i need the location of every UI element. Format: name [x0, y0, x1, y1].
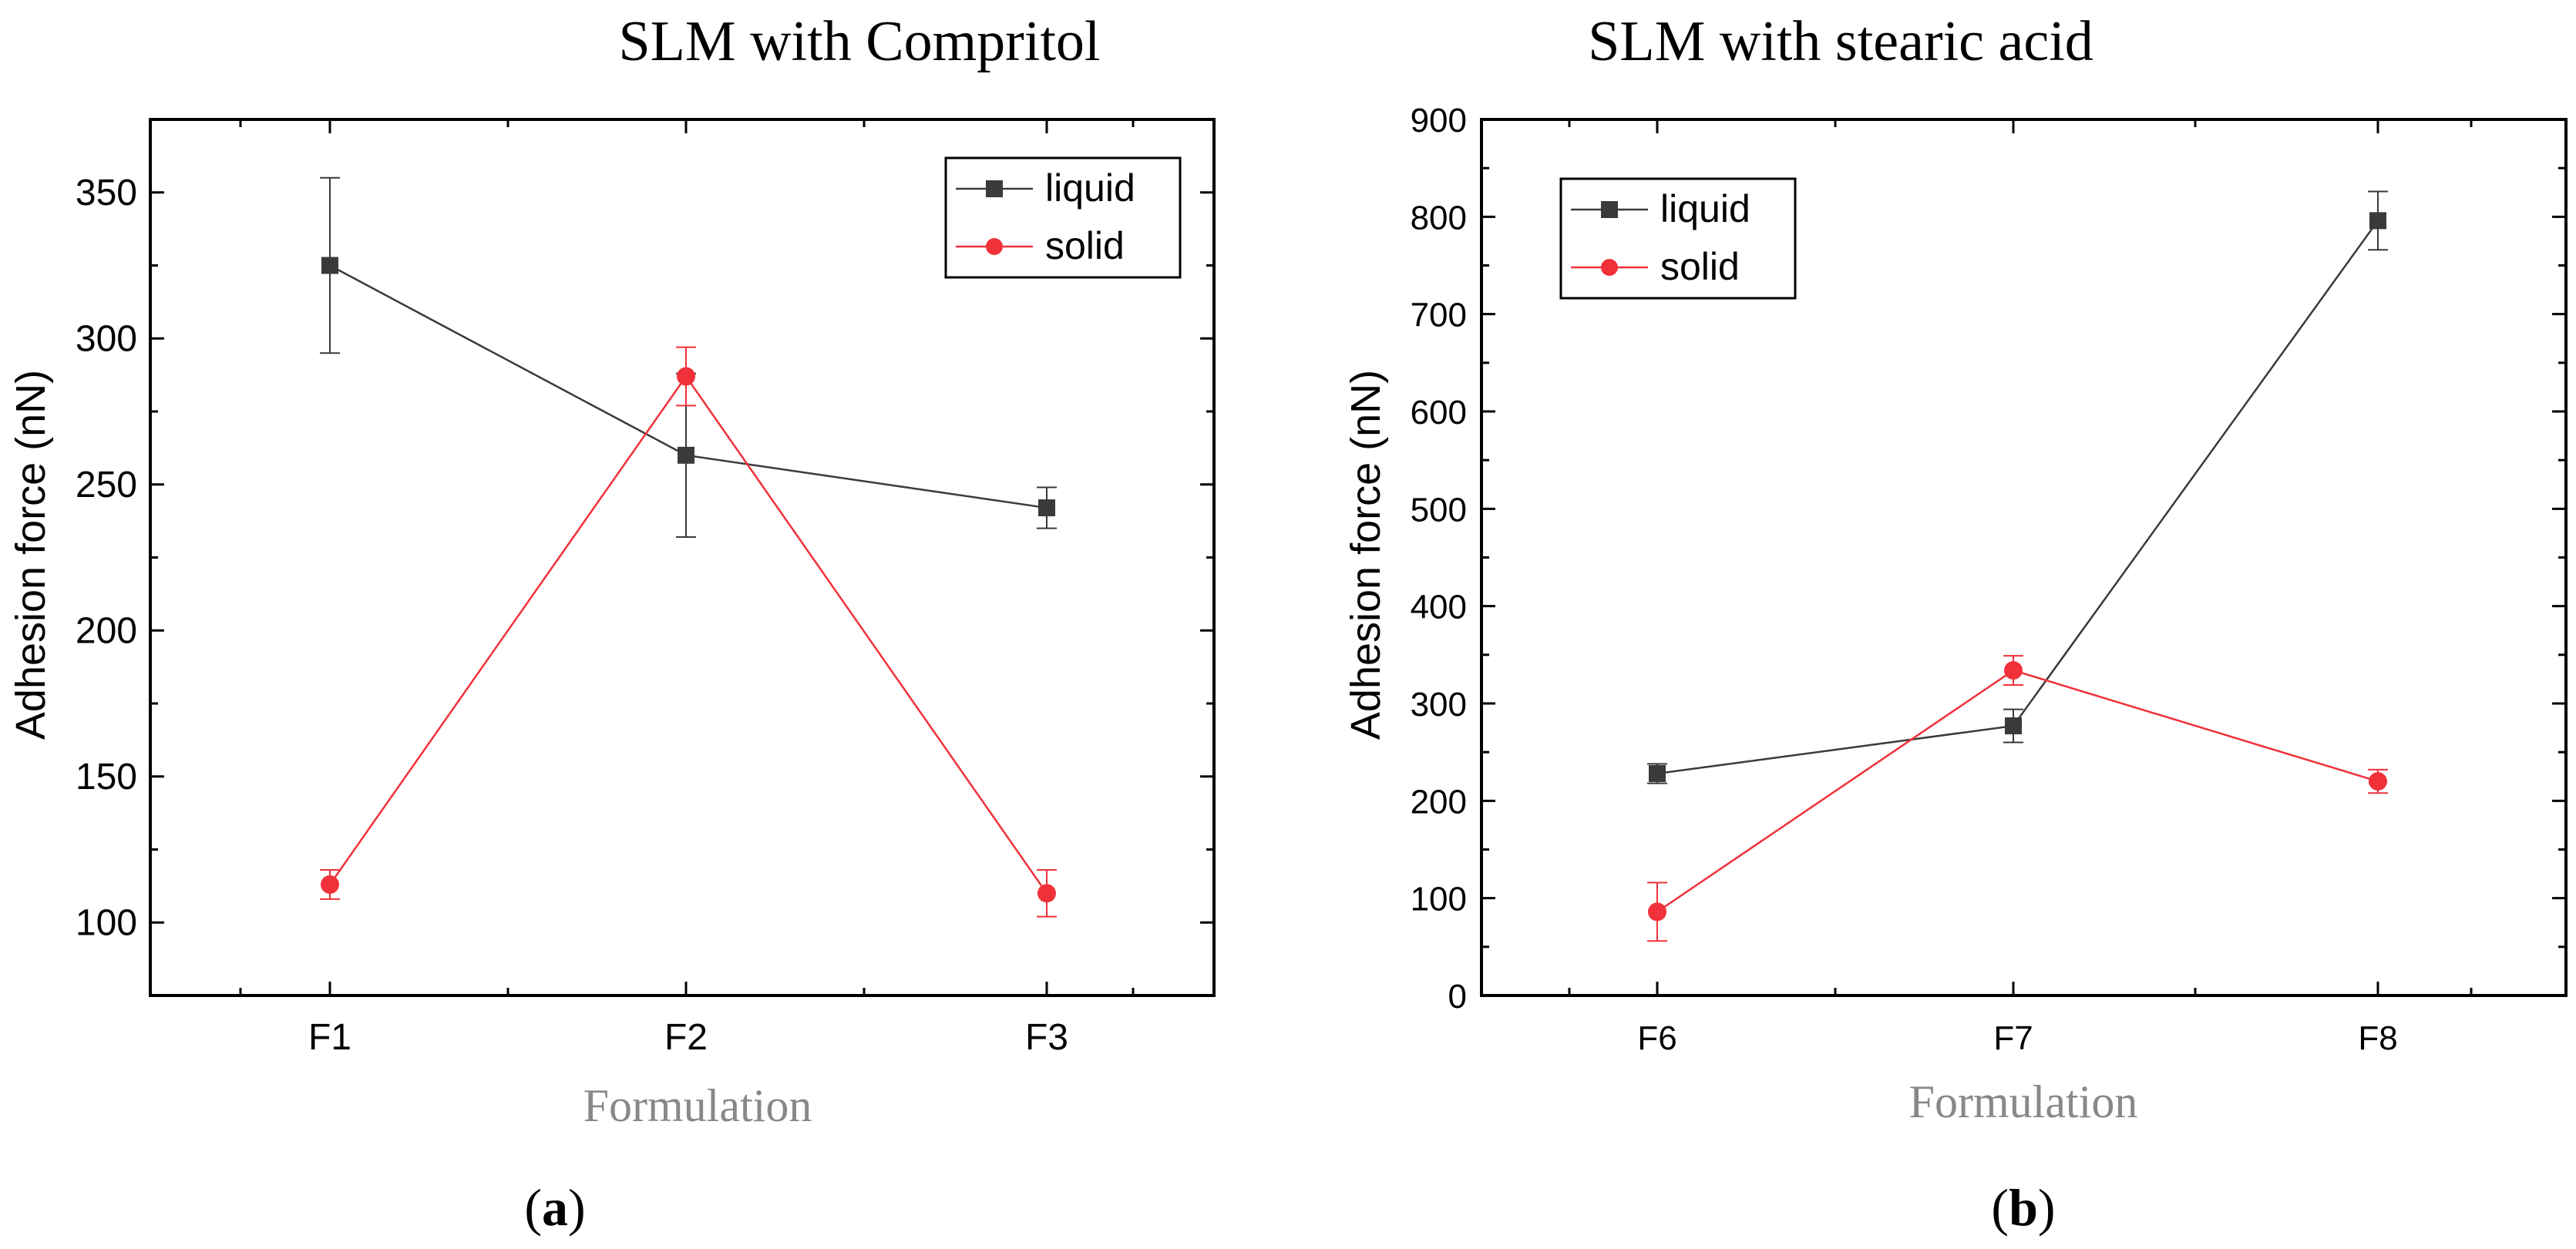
y-tick-label: 350	[76, 173, 137, 213]
x-tick-label: F1	[308, 1017, 351, 1058]
y-tick-label: 200	[76, 610, 137, 651]
y-tick-label: 600	[1411, 394, 1467, 431]
legend-label-solid: solid	[1045, 224, 1125, 267]
data-point-liquid	[678, 446, 694, 464]
chart-title: SLM with stearic acid	[1588, 10, 2093, 73]
y-tick-label: 150	[76, 757, 137, 797]
x-tick-label: F7	[1993, 1019, 2033, 1057]
data-point-solid	[677, 367, 695, 386]
y-tick-label: 800	[1411, 199, 1467, 237]
series-group	[320, 176, 1057, 918]
legend-marker-liquid	[986, 180, 1003, 197]
data-point-solid	[1648, 902, 1666, 922]
series-group	[1647, 190, 2388, 942]
data-point-solid	[2369, 772, 2387, 791]
legend-box	[1559, 177, 1797, 300]
x-tick-label: F8	[2358, 1019, 2397, 1057]
y-tick-label: 250	[76, 465, 137, 505]
data-point-liquid	[1649, 764, 1666, 782]
series-line-solid	[1656, 669, 2379, 913]
y-tick-label: 400	[1411, 589, 1467, 626]
x-axis-label: Formulation	[583, 1080, 812, 1131]
data-point-solid	[1037, 884, 1056, 903]
chart-panel-a: SLM with Compritol 100 150 200 250 300 350 F1 F…	[8, 10, 1216, 1237]
legend-label-liquid: liquid	[1660, 187, 1750, 230]
panel-label: (b)	[1991, 1178, 2055, 1237]
x-axis-label: Formulation	[1909, 1076, 2138, 1127]
y-tick-label: 0	[1448, 978, 1467, 1016]
y-tick-label: 300	[76, 318, 137, 359]
data-point-liquid	[2005, 717, 2022, 735]
data-point-solid	[321, 875, 339, 894]
chart-panel-b: SLM with stearic acid 0 100 200 300 400 500 60…	[1343, 10, 2568, 1237]
legend-marker-solid	[1601, 259, 1618, 276]
data-point-liquid	[321, 257, 338, 274]
axis-ticks: 0 100 200 300 400 500 600 700 800 900 F6 F7 F8	[1411, 102, 2566, 1057]
series-line-liquid	[1656, 220, 2379, 775]
legend: liquid solid	[1559, 177, 1797, 300]
legend-marker-liquid	[1601, 201, 1618, 218]
y-axis-label: Adhesion force (nN)	[1343, 370, 1389, 740]
y-tick-label: 700	[1411, 297, 1467, 334]
data-point-liquid	[2369, 212, 2386, 230]
y-tick-label: 300	[1411, 686, 1467, 724]
data-point-liquid	[1038, 499, 1055, 517]
x-tick-label: F3	[1025, 1017, 1068, 1058]
y-tick-label: 100	[76, 902, 137, 943]
data-point-solid	[2004, 661, 2023, 680]
legend-box	[944, 156, 1182, 279]
series-line-liquid	[329, 264, 1048, 509]
legend-label-solid: solid	[1660, 245, 1740, 288]
legend: liquid solid	[944, 156, 1182, 279]
axis-ticks: 100 150 200 250 300 350 F1 F2 F3	[76, 119, 1214, 1058]
x-tick-label: F2	[664, 1017, 708, 1058]
legend-marker-solid	[986, 238, 1003, 255]
x-tick-label: F6	[1637, 1019, 1676, 1057]
y-tick-label: 100	[1411, 881, 1467, 918]
chart-title: SLM with Compritol	[619, 10, 1101, 73]
legend-label-liquid: liquid	[1045, 166, 1135, 210]
y-tick-label: 900	[1411, 102, 1467, 139]
y-tick-label: 200	[1411, 783, 1467, 821]
y-axis-label: Adhesion force (nN)	[8, 370, 54, 740]
y-tick-label: 500	[1411, 491, 1467, 529]
panel-label: (a)	[524, 1178, 585, 1237]
